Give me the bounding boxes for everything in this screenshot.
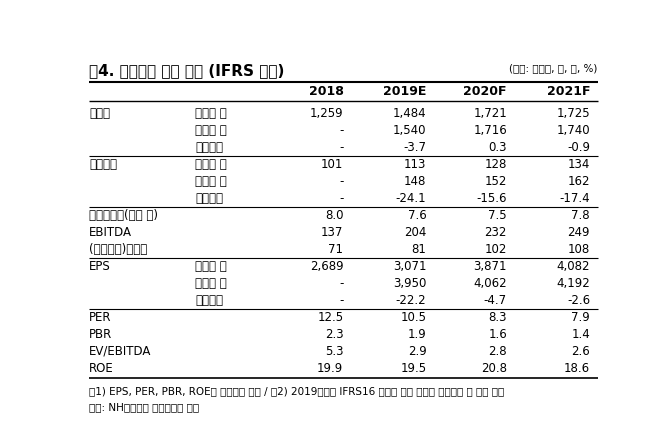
- Text: 2020F: 2020F: [464, 85, 507, 98]
- Text: 1,740: 1,740: [556, 124, 590, 137]
- Text: 10.5: 10.5: [401, 311, 427, 324]
- Text: 249: 249: [567, 226, 590, 239]
- Text: 162: 162: [567, 174, 590, 187]
- Text: 1,259: 1,259: [310, 107, 343, 120]
- Text: 20.8: 20.8: [481, 362, 507, 375]
- Text: 2,689: 2,689: [310, 260, 343, 273]
- Text: -2.6: -2.6: [567, 294, 590, 307]
- Text: -4.7: -4.7: [484, 294, 507, 307]
- Text: 2.9: 2.9: [408, 345, 427, 358]
- Text: 4,192: 4,192: [556, 277, 590, 290]
- Text: 134: 134: [567, 158, 590, 171]
- Text: 108: 108: [567, 242, 590, 256]
- Text: 19.9: 19.9: [317, 362, 343, 375]
- Text: 7.5: 7.5: [488, 209, 507, 222]
- Text: -: -: [339, 124, 343, 137]
- Text: 148: 148: [404, 174, 427, 187]
- Text: 232: 232: [484, 226, 507, 239]
- Text: 3,871: 3,871: [474, 260, 507, 273]
- Text: PER: PER: [89, 311, 111, 324]
- Text: ㆍ수정 전: ㆍ수정 전: [196, 277, 227, 290]
- Text: 5.3: 5.3: [325, 345, 343, 358]
- Text: 18.6: 18.6: [564, 362, 590, 375]
- Text: -: -: [339, 294, 343, 307]
- Text: 137: 137: [321, 226, 343, 239]
- Text: 1,725: 1,725: [556, 107, 590, 120]
- Text: 자료: NH투자증권 리서치본부 전망: 자료: NH투자증권 리서치본부 전망: [89, 402, 199, 412]
- Text: 2021F: 2021F: [547, 85, 590, 98]
- Text: -24.1: -24.1: [396, 192, 427, 205]
- Text: EV/EBITDA: EV/EBITDA: [89, 345, 151, 358]
- Text: 표4. 제주항공 실적 전망 (IFRS 연결): 표4. 제주항공 실적 전망 (IFRS 연결): [89, 64, 284, 79]
- Text: 71: 71: [328, 242, 343, 256]
- Text: (단위: 십억원, 원, 배, %): (단위: 십억원, 원, 배, %): [509, 64, 598, 74]
- Text: 2.6: 2.6: [572, 345, 590, 358]
- Text: 81: 81: [411, 242, 427, 256]
- Text: -15.6: -15.6: [476, 192, 507, 205]
- Text: 19.5: 19.5: [401, 362, 427, 375]
- Text: 113: 113: [404, 158, 427, 171]
- Text: (지배지분)순이익: (지배지분)순이익: [89, 242, 147, 256]
- Text: 3,071: 3,071: [393, 260, 427, 273]
- Text: 영업이익률(수정 후): 영업이익률(수정 후): [89, 209, 158, 222]
- Text: ㆍ수정 후: ㆍ수정 후: [196, 158, 227, 171]
- Text: 매출액: 매출액: [89, 107, 110, 120]
- Text: 2.3: 2.3: [325, 328, 343, 341]
- Text: -3.7: -3.7: [403, 141, 427, 154]
- Text: ㆍ수정 전: ㆍ수정 전: [196, 124, 227, 137]
- Text: PBR: PBR: [89, 328, 112, 341]
- Text: 101: 101: [321, 158, 343, 171]
- Text: -: -: [339, 277, 343, 290]
- Text: ㆍ수정 전: ㆍ수정 전: [196, 174, 227, 187]
- Text: 4,082: 4,082: [557, 260, 590, 273]
- Text: 128: 128: [484, 158, 507, 171]
- Text: 102: 102: [484, 242, 507, 256]
- Text: 8.0: 8.0: [325, 209, 343, 222]
- Text: 8.3: 8.3: [488, 311, 507, 324]
- Text: 152: 152: [484, 174, 507, 187]
- Text: 주1) EPS, PER, PBR, ROE는 지배지분 기준 / 주2) 2019년부터 IFRS16 적용에 따른 항공기 리스자산 및 부채 반영: 주1) EPS, PER, PBR, ROE는 지배지분 기준 / 주2) 20…: [89, 386, 505, 396]
- Text: 영업이익: 영업이익: [89, 158, 117, 171]
- Text: 7.6: 7.6: [408, 209, 427, 222]
- Text: 4,062: 4,062: [473, 277, 507, 290]
- Text: 3,950: 3,950: [393, 277, 427, 290]
- Text: -22.2: -22.2: [396, 294, 427, 307]
- Text: ㆍ변동률: ㆍ변동률: [196, 294, 223, 307]
- Text: 1,540: 1,540: [393, 124, 427, 137]
- Text: 2019E: 2019E: [383, 85, 427, 98]
- Text: -: -: [339, 192, 343, 205]
- Text: 1,721: 1,721: [473, 107, 507, 120]
- Text: 1,484: 1,484: [393, 107, 427, 120]
- Text: EBITDA: EBITDA: [89, 226, 132, 239]
- Text: 2.8: 2.8: [488, 345, 507, 358]
- Text: ㆍ수정 후: ㆍ수정 후: [196, 260, 227, 273]
- Text: ㆍ변동률: ㆍ변동률: [196, 141, 223, 154]
- Text: ROE: ROE: [89, 362, 114, 375]
- Text: 0.3: 0.3: [488, 141, 507, 154]
- Text: EPS: EPS: [89, 260, 111, 273]
- Text: 12.5: 12.5: [318, 311, 343, 324]
- Text: 1.4: 1.4: [572, 328, 590, 341]
- Text: 1.9: 1.9: [408, 328, 427, 341]
- Text: 7.9: 7.9: [572, 311, 590, 324]
- Text: -: -: [339, 141, 343, 154]
- Text: 204: 204: [404, 226, 427, 239]
- Text: ㆍ수정 후: ㆍ수정 후: [196, 107, 227, 120]
- Text: -17.4: -17.4: [559, 192, 590, 205]
- Text: 7.8: 7.8: [572, 209, 590, 222]
- Text: 1.6: 1.6: [488, 328, 507, 341]
- Text: ㆍ변동률: ㆍ변동률: [196, 192, 223, 205]
- Text: 1,716: 1,716: [473, 124, 507, 137]
- Text: 2018: 2018: [308, 85, 343, 98]
- Text: -: -: [339, 174, 343, 187]
- Text: -0.9: -0.9: [567, 141, 590, 154]
